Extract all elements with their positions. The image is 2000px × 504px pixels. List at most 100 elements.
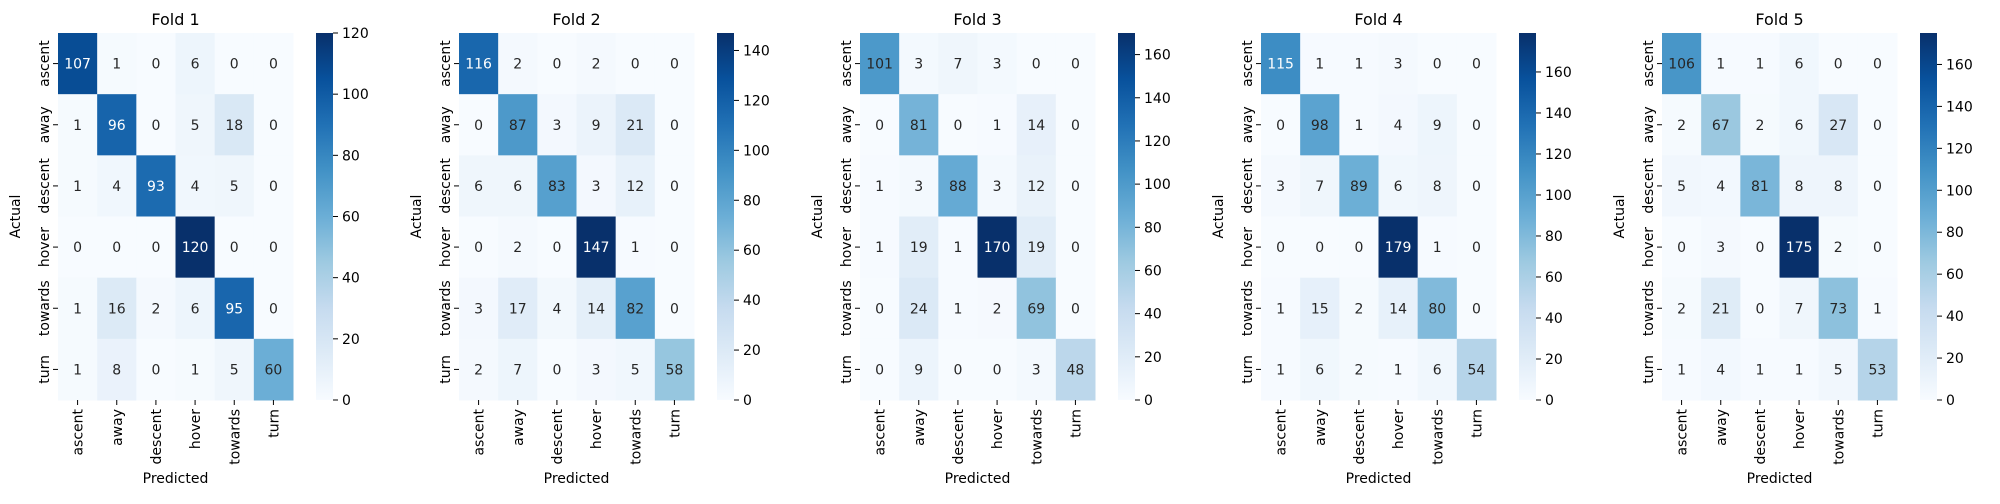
heatmap-cell [860,216,900,279]
cell-value-label: 9 [914,362,923,378]
cell-value-label: 179 [1385,240,1412,256]
cell-value-label: 8 [112,362,121,378]
cell-value-label: 81 [1751,179,1769,195]
cell-value-label: 0 [474,118,483,134]
cell-value-label: 3 [1716,240,1725,256]
heatmap-cell [1339,338,1379,401]
cell-value-label: 0 [474,240,483,256]
cell-value-label: 53 [1869,362,1887,378]
cell-value-label: 1 [953,240,962,256]
heatmap-cell [459,216,499,279]
heatmap-cell [1818,216,1859,279]
cell-value-label: 81 [910,118,928,134]
heatmap-cell [654,33,695,95]
heatmap-cell [498,33,538,95]
cell-value-label: 1 [953,301,962,317]
y-tick-label: towards [839,280,855,336]
heatmap-cell [654,216,695,279]
colorbar-tick-label: 80 [342,148,360,164]
heatmap-cell [615,155,656,217]
colorbar-tick-label: 100 [1144,177,1171,193]
cell-value-label: 5 [1677,179,1686,195]
x-tick-label: away [912,409,928,446]
heatmap-cell [58,338,98,401]
heatmap-cell [214,277,255,340]
cell-value-label: 0 [1071,301,1080,317]
colorbar-tick-label: 40 [1545,311,1563,327]
heatmap-cell [459,155,499,217]
cell-value-label: 5 [230,179,239,195]
colorbar-tick-label: 100 [1946,183,1973,199]
colorbar [1519,33,1536,400]
panel-title: Fold 3 [953,10,1001,29]
heatmap-cell [1339,94,1379,156]
cell-value-label: 48 [1067,362,1085,378]
cell-value-label: 3 [1276,179,1285,195]
heatmap-cell [1857,94,1898,156]
heatmap-cell [1261,94,1301,156]
panel-title: Fold 4 [1354,10,1402,29]
heatmap-cell [97,277,137,340]
heatmap-cell [1055,94,1096,156]
cell-value-label: 0 [670,118,679,134]
heatmap-cell [58,277,98,340]
y-tick-label: towards [438,280,454,336]
heatmap-cell [136,338,176,401]
colorbar [316,33,333,400]
heatmap-cell [1055,338,1096,401]
heatmap-cell [1818,94,1859,156]
cell-value-label: 0 [269,301,278,317]
cell-value-label: 0 [1472,57,1481,73]
cell-value-label: 9 [592,118,601,134]
y-tick-label: away [1240,106,1256,143]
heatmap-cell [1339,277,1379,340]
y-tick-label: hover [1240,227,1256,267]
heatmap-cell [459,33,499,95]
cell-value-label: 0 [269,240,278,256]
cell-value-label: 1 [1315,57,1324,73]
heatmap-cell [175,216,216,279]
cell-value-label: 60 [265,362,283,378]
heatmap-cell [899,216,939,279]
cell-value-label: 115 [1267,57,1294,73]
x-tick-label: descent [951,408,967,464]
cell-value-label: 93 [147,179,165,195]
cell-value-label: 1 [1276,362,1285,378]
x-tick-label: turn [1870,409,1886,438]
cell-value-label: 116 [465,57,492,73]
cell-value-label: 0 [269,179,278,195]
cell-value-label: 0 [670,179,679,195]
heatmap-cell [1261,155,1301,217]
cell-value-label: 27 [1829,118,1847,134]
colorbar-tick-label: 20 [1545,352,1563,368]
colorbar-tick-label: 0 [1545,393,1554,409]
colorbar-tick-label: 100 [743,143,770,159]
heatmap-cell [1740,277,1780,340]
cell-value-label: 6 [1394,179,1403,195]
cell-value-label: 2 [1677,301,1686,317]
cell-value-label: 0 [269,118,278,134]
x-tick-label: descent [149,408,165,464]
cell-value-label: 1 [993,118,1002,134]
heatmap-cell [1818,277,1859,340]
cell-value-label: 0 [953,362,962,378]
heatmap-cell [136,94,176,156]
cell-value-label: 0 [1071,179,1080,195]
heatmap-cell [214,155,255,217]
heatmap-cell [1740,94,1780,156]
heatmap-cell [1261,277,1301,340]
heatmap-cell [860,155,900,217]
cell-value-label: 0 [1071,240,1080,256]
y-tick-label: turn [1240,355,1256,384]
heatmap-cell [1740,33,1780,95]
colorbar-tick-label: 80 [1946,225,1964,241]
heatmap-cell [1779,33,1820,95]
cell-value-label: 6 [191,301,200,317]
colorbar-tick-label: 160 [1545,65,1572,81]
cell-value-label: 0 [1315,240,1324,256]
heatmap-cell [1857,216,1898,279]
cell-value-label: 0 [1677,240,1686,256]
y-tick-label: ascent [1641,40,1657,87]
